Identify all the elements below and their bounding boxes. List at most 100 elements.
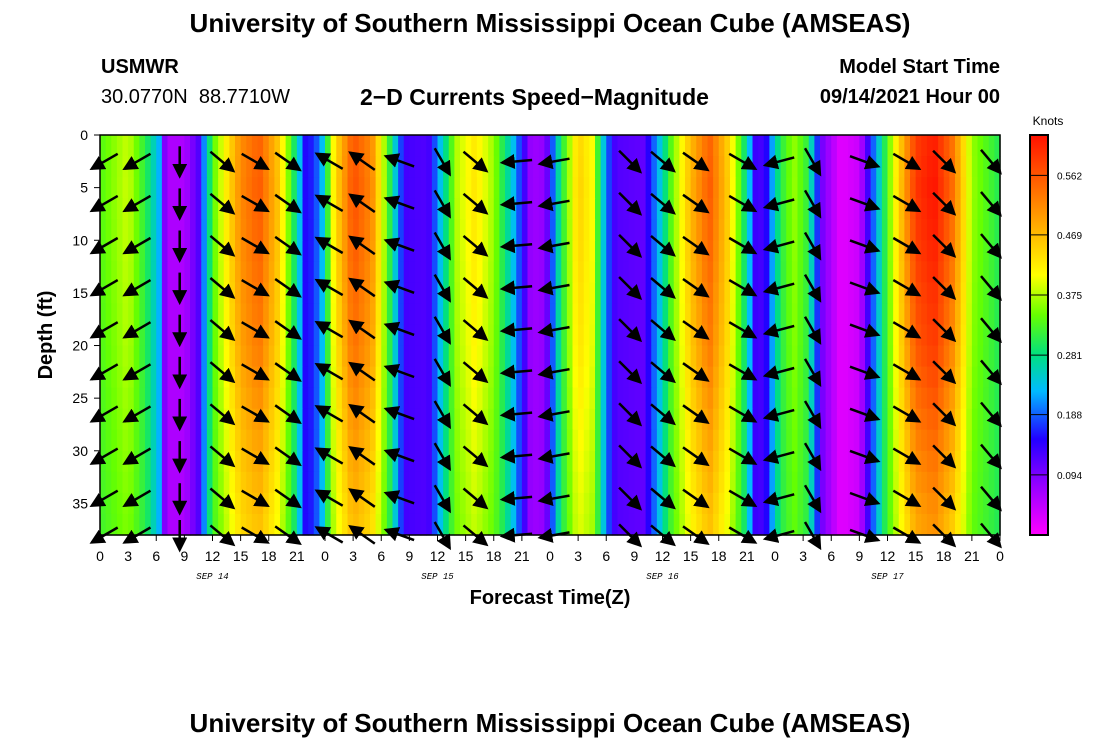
heatmap-cell [606, 324, 613, 347]
heatmap-cell [100, 156, 107, 178]
heatmap-cell [448, 156, 455, 178]
x-tick-label: 12 [430, 548, 446, 564]
heatmap-cell [634, 345, 641, 368]
heatmap-cell [347, 219, 354, 241]
heatmap-cell [685, 135, 692, 157]
heatmap-cell [960, 513, 967, 536]
heatmap-cell [662, 177, 669, 199]
current-vector [892, 279, 922, 297]
heatmap-cell [274, 303, 281, 326]
heatmap-cell [313, 282, 320, 305]
heatmap-cell [831, 324, 838, 347]
heatmap-cell [820, 324, 827, 347]
heatmap-cell [420, 240, 427, 262]
heatmap-cell [454, 324, 461, 347]
model-start-value: 09/14/2021 Hour 00 [819, 86, 1000, 108]
heatmap-cell [651, 429, 658, 452]
heatmap-cell [763, 282, 770, 305]
heatmap-cell [398, 408, 405, 431]
heatmap-cell [898, 387, 905, 410]
heatmap-cell [291, 261, 298, 283]
heatmap-cell [240, 429, 247, 452]
heatmap-cell [713, 366, 720, 389]
heatmap-cell [313, 135, 320, 157]
heatmap-cell [465, 366, 472, 389]
heatmap-cell [640, 240, 647, 262]
heatmap-cell [409, 135, 416, 157]
heatmap-cell [640, 387, 647, 410]
heatmap-cell [865, 513, 872, 536]
heatmap-cell [713, 156, 720, 178]
heatmap-cell [364, 240, 371, 262]
heatmap-cell [949, 471, 956, 494]
heatmap-cell [398, 345, 405, 368]
heatmap-cell [381, 177, 388, 199]
heatmap-cell [887, 303, 894, 326]
heatmap-cell [493, 450, 500, 473]
heatmap-cell [257, 513, 264, 536]
heatmap-cell [825, 261, 832, 283]
heatmap-cell [133, 261, 140, 283]
heatmap-cell [381, 198, 388, 220]
heatmap-cell [336, 303, 343, 326]
heatmap-cell [516, 240, 523, 262]
heatmap-cell [465, 282, 472, 305]
heatmap-cell [325, 198, 332, 220]
heatmap-cell [240, 240, 247, 262]
heatmap-cell [268, 219, 275, 241]
x-tick-label: 12 [655, 548, 671, 564]
heatmap-cell [724, 282, 731, 305]
heatmap-cell [926, 219, 934, 241]
heatmap-cell [465, 408, 472, 431]
x-tick-label: 18 [261, 548, 277, 564]
heatmap-cell [746, 387, 754, 410]
heatmap-cell [460, 198, 467, 220]
heatmap-cell [848, 471, 855, 494]
heatmap-cell [656, 135, 664, 157]
heatmap-cell [966, 471, 973, 494]
heatmap-cell [347, 387, 354, 410]
heatmap-cell [932, 345, 939, 368]
current-vector [682, 446, 710, 467]
heatmap-cell [662, 471, 669, 494]
heatmap-cell [679, 261, 686, 283]
heatmap-cell [797, 219, 804, 241]
heatmap-cell [510, 429, 517, 452]
heatmap-cell [718, 177, 725, 199]
heatmap-cell [431, 366, 439, 389]
heatmap-cell [544, 324, 551, 347]
heatmap-cell [268, 240, 275, 262]
heatmap-cell [420, 345, 427, 368]
heatmap-cell [178, 303, 185, 326]
heatmap-cell [904, 429, 911, 452]
heatmap-cell [341, 198, 349, 220]
current-vector [618, 360, 643, 385]
heatmap-cell [859, 177, 866, 199]
heatmap-cell [375, 135, 382, 157]
current-vector [241, 152, 270, 171]
current-vector [462, 150, 489, 173]
current-vector [348, 193, 376, 214]
heatmap-cell [611, 282, 619, 305]
heatmap-cell [302, 177, 309, 199]
heatmap-cell [167, 219, 174, 241]
heatmap-cell [206, 324, 214, 347]
heatmap-cell [780, 492, 787, 515]
heatmap-cell [583, 219, 590, 241]
heatmap-cell [415, 492, 422, 515]
heatmap-cell [235, 429, 242, 452]
heatmap-cell [173, 429, 180, 452]
heatmap-cell [673, 135, 680, 157]
heatmap-cell [201, 261, 208, 283]
heatmap-cell [538, 282, 545, 305]
heatmap-cell [865, 387, 872, 410]
heatmap-cell [471, 471, 478, 494]
heatmap-cell [370, 408, 377, 431]
heatmap-cell [240, 282, 247, 305]
heatmap-cell [600, 408, 607, 431]
heatmap-cell [246, 156, 253, 178]
heatmap-cell [713, 492, 720, 515]
heatmap-cell [611, 345, 619, 368]
heatmap-cell [555, 450, 562, 473]
heatmap-cell [769, 387, 776, 410]
